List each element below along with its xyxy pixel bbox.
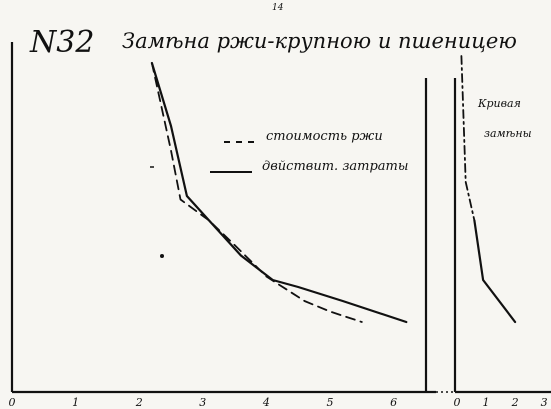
figure-number: N32 [29, 25, 94, 60]
x-tick-label: 1 [72, 396, 79, 409]
series-line-0 [150, 62, 363, 323]
series-line-1 [150, 61, 408, 324]
x-tick-label: 0 [454, 396, 461, 409]
x-tick-label: 5 [326, 396, 333, 409]
x-tick-label: 4 [262, 396, 270, 409]
series-group [150, 61, 408, 324]
inset-series-group [460, 55, 517, 324]
x-tick-label: 0 [9, 396, 16, 409]
x-tick-label: 6 [390, 396, 397, 409]
series-line-0 [460, 55, 476, 222]
x-tick-label: 1 [483, 396, 490, 409]
x-tick-label: 3 [541, 396, 548, 409]
x-tick-labels: 0 1 2 3 4 5 6 [9, 396, 398, 409]
page-mark: 14 [272, 3, 284, 13]
inset-title: Кривая замѣны [477, 97, 532, 140]
legend-label: стоимость ржи [266, 129, 383, 144]
ink-dot [160, 254, 164, 258]
chart-title: Замѣна ржи-крупною и пшеницею [122, 29, 517, 53]
legend: стоимость ржи двйствит. затраты [210, 129, 408, 174]
x-tick-label: 2 [135, 396, 143, 409]
x-tick-label: 3 [199, 396, 206, 409]
series-line-1 [473, 219, 517, 324]
legend-label: двйствит. затраты [262, 159, 408, 174]
x-tick-label: 2 [511, 396, 519, 409]
inset-chart: Кривая замѣны 0 1 2 3 [454, 55, 551, 409]
main-chart: 0 1 2 3 4 5 6 стоимость ржи двйствит. затраты [9, 42, 456, 409]
inset-x-tick-labels: 0 1 2 3 [454, 396, 548, 409]
